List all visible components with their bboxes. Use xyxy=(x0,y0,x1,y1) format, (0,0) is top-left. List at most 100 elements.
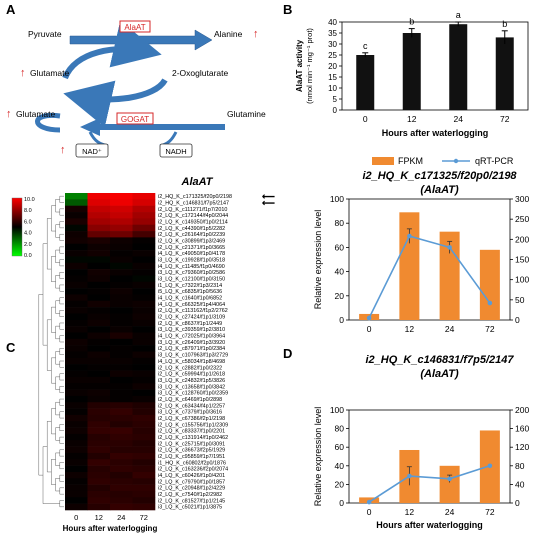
heatmap-gene-label: i3_LQ_K_c19928/f1p0/3518 xyxy=(158,257,225,263)
heatmap-gene-label: i5_LQ_K_c6835/f1p0/5636 xyxy=(158,289,222,295)
chart-b-ytick-label: 40 xyxy=(328,18,337,27)
heatmap-cell xyxy=(87,395,111,403)
heatmap-cell xyxy=(65,262,88,270)
chart-b-significance: a xyxy=(456,10,461,20)
heatmap-gene-label: i2_LQ_K_c26164/f1p0/2239 xyxy=(158,232,225,238)
heatmap-cell xyxy=(87,471,111,479)
chart-b-significance: b xyxy=(409,17,414,27)
dendrogram-branch xyxy=(59,259,64,267)
heatmap-cell xyxy=(65,364,88,371)
heatmap-cell xyxy=(110,383,133,390)
panel-letter-d: D xyxy=(283,346,292,361)
heatmap-cell xyxy=(65,294,88,302)
heatmap-cell xyxy=(65,224,88,232)
heatmap-cell xyxy=(65,288,88,295)
chartC-ytick-label: 0 xyxy=(339,315,344,325)
chartD-ytick-label: 20 xyxy=(335,479,345,489)
heatmap-cell xyxy=(87,262,111,270)
heatmap-gene-label: i2_LQ_K_c30899/f1p3/2469 xyxy=(158,238,225,244)
heatmap-gene-label: i4_LQ_K_c58034/f1p8/4698 xyxy=(158,359,225,365)
heatmap-gene-label: i2_LQ_K_c7540/f1p2/2982 xyxy=(158,492,222,498)
heatmap-gene-label: i2_LQ_K_c113162/f1p2/2762 xyxy=(158,308,228,314)
heatmap-cell xyxy=(110,224,133,232)
heatmap-cell xyxy=(87,250,111,257)
cycle-arrow-top xyxy=(62,20,162,80)
heatmap-cell xyxy=(87,357,111,365)
heatmap-cell xyxy=(110,307,133,314)
chart-b-xtick-label: 24 xyxy=(454,114,464,124)
dendrogram-branch xyxy=(59,221,64,229)
heatmap-cell xyxy=(132,364,156,371)
alaat-label: AlaAT xyxy=(124,23,145,32)
heatmap-cell xyxy=(65,446,88,454)
heatmap-column-label: 0 xyxy=(74,513,78,522)
chartC-title: i2_HQ_K_c171325/f20p0/2198 xyxy=(362,170,517,182)
heatmap-cell xyxy=(87,440,111,447)
heatmap-cell xyxy=(65,370,88,378)
heatmap-cell xyxy=(87,199,111,206)
nadh-box xyxy=(159,143,193,158)
heatmap-gene-label: i3_LQ_K_c107963/f1p3/2729 xyxy=(158,353,228,359)
heatmap-gene-label: i3_LQ_K_c39359/f1p2/3810 xyxy=(158,327,225,333)
heatmap-cell xyxy=(110,275,133,283)
heatmap-cell xyxy=(110,294,133,302)
heatmap-cell xyxy=(110,357,133,365)
chart-b-ytick-label: 5 xyxy=(333,95,338,104)
panel-letter-c: C xyxy=(6,340,16,355)
heatmap-cell xyxy=(65,307,88,314)
heatmap-cell xyxy=(132,478,156,485)
heatmap-cell xyxy=(87,402,111,409)
heatmap-gene-label: i3_LQ_K_c5021/f1p1/3875 xyxy=(158,505,222,511)
chart-c: i2_HQ_K_c171325/f20p0/2198 (AlaAT) FPKM qRT… xyxy=(313,156,529,334)
chartC-y2tick-label: 50 xyxy=(515,295,525,305)
dendrogram-branch xyxy=(59,487,64,495)
heatmap-cell xyxy=(132,313,156,321)
heatmap-cell xyxy=(65,465,88,473)
heatmap-cell xyxy=(110,503,133,511)
dendrogram-branch xyxy=(46,421,52,473)
chart-b-ytick-label: 20 xyxy=(328,62,337,71)
heatmap-cell xyxy=(110,446,133,454)
heatmap-gene-label: i1_HQ_K_c60802/f2p0/1876 xyxy=(158,460,226,466)
dendrogram-branch xyxy=(46,218,52,270)
heatmap-cell xyxy=(65,300,88,308)
heatmap-cell xyxy=(110,440,133,447)
glutamate-up-arrow: ↑ xyxy=(20,67,26,79)
heatmap: AlaAT i2_HQ_K_c171325/f20p0/2198i2_HQ_K_c… xyxy=(11,176,275,533)
chartC-ytick-label: 40 xyxy=(335,267,345,277)
chart-b-bar xyxy=(356,55,375,110)
heatmap-gene-label: i4_LQ_K_c49050/f1p0/4178 xyxy=(158,251,225,257)
chartD-y2tick-label: 120 xyxy=(515,442,529,452)
nad-label: NAD⁺ xyxy=(82,147,102,156)
heatmap-cell xyxy=(87,503,111,511)
heatmap-cell xyxy=(110,237,133,245)
glutamate-label: Glutamate xyxy=(30,68,69,78)
heatmap-cell xyxy=(132,224,156,232)
heatmap-marker-arrow: ⟵ xyxy=(262,192,275,202)
heatmap-cell xyxy=(132,471,156,479)
heatmap-cell xyxy=(65,490,88,498)
chartC-legend-line-marker xyxy=(453,158,459,164)
chartC-y2tick-label: 200 xyxy=(515,234,529,244)
chartD-line xyxy=(368,465,491,503)
heatmap-cell xyxy=(65,357,88,365)
heatmap-cell xyxy=(132,237,156,245)
heatmap-cell xyxy=(110,376,133,384)
chartD-xtick-label: 0 xyxy=(367,507,372,517)
heatmap-cell xyxy=(65,269,88,276)
chartC-line-point xyxy=(366,315,372,321)
heatmap-cell xyxy=(110,471,133,479)
heatmap-cell xyxy=(65,313,88,321)
heatmap-column-label: 72 xyxy=(140,513,148,522)
dendrogram-branch xyxy=(59,449,64,457)
heatmap-cell xyxy=(87,319,111,327)
heatmap-cell xyxy=(87,484,111,492)
chartC-bar xyxy=(479,249,500,320)
heatmap-cell xyxy=(110,497,133,504)
heatmap-gene-label: i2_LQ_K_c59994/f1p1/2618 xyxy=(158,372,225,378)
heatmap-gene-label: i2_LQ_K_c79790/f1p0/1857 xyxy=(158,479,225,485)
chart-b-ytick-label: 25 xyxy=(328,51,337,60)
heatmap-cell xyxy=(132,212,156,219)
heatmap-gene-label: i2_LQ_K_c21371/f1p0/3665 xyxy=(158,245,225,251)
heatmap-cell xyxy=(110,250,133,257)
